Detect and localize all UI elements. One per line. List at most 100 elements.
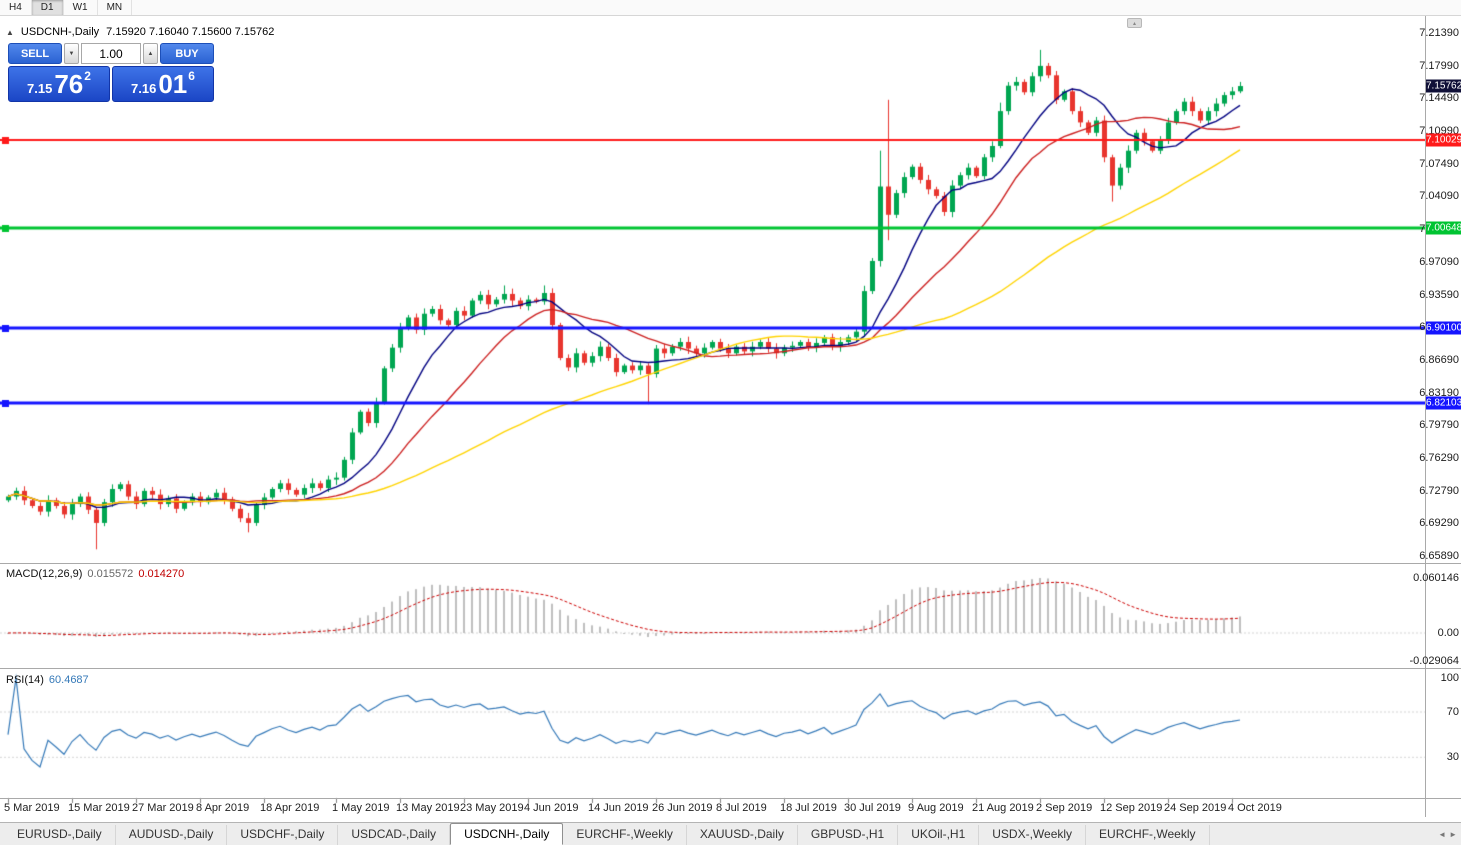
price-axis-label: 7.17990 bbox=[1419, 59, 1459, 72]
sell-price-prefix: 7.15 bbox=[27, 80, 53, 96]
date-label: 18 Apr 2019 bbox=[260, 802, 320, 814]
date-label: 4 Oct 2019 bbox=[1228, 802, 1282, 814]
chart-tab-eurchf-weekly[interactable]: EURCHF-,Weekly bbox=[1086, 825, 1210, 845]
macd-axis-label: -0.029064 bbox=[1409, 655, 1459, 667]
price-axis-label: 6.65890 bbox=[1419, 550, 1459, 562]
date-label: 2 Sep 2019 bbox=[1036, 802, 1093, 814]
trade-prices-row: 7.15 76 2 7.16 01 6 bbox=[8, 66, 214, 102]
price-axis-label: 6.93590 bbox=[1419, 288, 1459, 301]
price-axis-label: 7.21390 bbox=[1419, 27, 1459, 39]
sell-price-display[interactable]: 7.15 76 2 bbox=[8, 66, 110, 102]
price-line-badge: 6.90100 bbox=[1426, 321, 1461, 335]
buy-price-main: 01 bbox=[158, 69, 188, 99]
chart-tab-eurchf-weekly[interactable]: EURCHF-,Weekly bbox=[563, 825, 687, 845]
timeframe-h4[interactable]: H4 bbox=[0, 0, 32, 15]
price-axis-label: 7.04090 bbox=[1419, 190, 1459, 203]
volume-input[interactable] bbox=[81, 43, 141, 64]
sell-button[interactable]: SELL bbox=[8, 43, 62, 64]
price-chart-canvas[interactable] bbox=[0, 0, 1425, 820]
chart-tabs-list: EURUSD-,Daily AUDUSD-,Daily USDCHF-,Daily U… bbox=[0, 823, 1461, 845]
date-label: 15 Mar 2019 bbox=[68, 802, 130, 814]
macd-name: MACD(12,26,9) bbox=[6, 568, 83, 580]
trade-buttons-row: SELL ▼ ▲ BUY bbox=[8, 43, 214, 64]
timeframe-toolbar: H4 D1 W1 MN bbox=[0, 0, 1461, 16]
price-axis-label: 6.69290 bbox=[1419, 517, 1459, 530]
volume-decrease-button[interactable]: ▼ bbox=[64, 43, 79, 64]
buy-button[interactable]: BUY bbox=[160, 43, 214, 64]
chart-tab-usdcad-daily[interactable]: USDCAD-,Daily bbox=[338, 825, 451, 845]
one-click-trading-panel: SELL ▼ ▲ BUY 7.15 76 2 7.16 01 6 bbox=[8, 43, 214, 102]
buy-price-point: 6 bbox=[188, 69, 195, 83]
price-axis-label: 6.86690 bbox=[1419, 353, 1459, 366]
price-axis-label: 7.07490 bbox=[1419, 157, 1459, 170]
buy-price-display[interactable]: 7.16 01 6 bbox=[112, 66, 214, 102]
volume-increase-button[interactable]: ▲ bbox=[143, 43, 158, 64]
price-line-badge: 7.00648 bbox=[1426, 221, 1461, 235]
chart-tab-gbpusd-h1[interactable]: GBPUSD-,H1 bbox=[798, 825, 899, 845]
rsi-axis-label: 30 bbox=[1446, 751, 1459, 764]
chart-tab-eurusd-daily[interactable]: EURUSD-,Daily bbox=[4, 825, 116, 845]
chart-tab-usdchf-daily[interactable]: USDCHF-,Daily bbox=[227, 825, 339, 845]
date-label: 5 Mar 2019 bbox=[4, 802, 60, 814]
chart-tab-usdx-weekly[interactable]: USDX-,Weekly bbox=[979, 825, 1087, 845]
rsi-axis-label: 70 bbox=[1446, 705, 1459, 718]
price-line-badge: 6.82103 bbox=[1426, 396, 1461, 410]
chart-shift-marker-icon[interactable]: ▴ bbox=[1127, 18, 1142, 28]
timeframe-d1[interactable]: D1 bbox=[31, 0, 64, 15]
tab-scroll-left-icon[interactable]: ◄ bbox=[1438, 830, 1447, 839]
date-label: 14 Jun 2019 bbox=[588, 802, 649, 814]
date-label: 24 Sep 2019 bbox=[1164, 802, 1227, 814]
axis-separator bbox=[1425, 16, 1426, 817]
date-label: 26 Jun 2019 bbox=[652, 802, 713, 814]
price-axis-label: 6.72790 bbox=[1419, 484, 1459, 497]
date-label: 8 Jul 2019 bbox=[716, 802, 767, 814]
date-label: 27 Mar 2019 bbox=[132, 802, 194, 814]
macd-axis-label: 0.00 bbox=[1437, 627, 1459, 639]
time-axis: 5 Mar 2019 15 Mar 2019 27 Mar 2019 8 Apr 20… bbox=[0, 800, 1425, 817]
pane-separator-dates bbox=[0, 798, 1461, 799]
sell-price-main: 76 bbox=[54, 69, 84, 99]
rsi-indicator-label: RSI(14) 60.4687 bbox=[6, 674, 89, 686]
chart-legend: ▲ USDCNH-,Daily 7.15920 7.16040 7.15600 … bbox=[6, 26, 274, 38]
macd-signal-value: 0.014270 bbox=[138, 568, 185, 580]
macd-axis-label: 0.060146 bbox=[1413, 572, 1459, 584]
timeframe-w1[interactable]: W1 bbox=[64, 0, 98, 15]
timeframe-mn[interactable]: MN bbox=[98, 0, 133, 15]
price-axis-label: 6.79790 bbox=[1419, 419, 1459, 432]
tab-scroll-right-icon[interactable]: ► bbox=[1449, 830, 1457, 839]
price-axis-label: 6.83190 bbox=[1419, 386, 1459, 399]
price-axis: 7.21390 7.17990 7.14490 7.10990 7.07490 7.040… bbox=[1409, 0, 1461, 820]
date-label: 23 May 2019 bbox=[460, 802, 524, 814]
collapse-arrow-icon[interactable]: ▲ bbox=[6, 27, 14, 37]
rsi-name: RSI(14) bbox=[6, 674, 44, 686]
rsi-value: 60.4687 bbox=[48, 674, 89, 686]
chart-tab-audusd-daily[interactable]: AUDUSD-,Daily bbox=[116, 825, 228, 845]
pane-separator-rsi[interactable] bbox=[0, 668, 1461, 669]
chart-tabs-bar: EURUSD-,Daily AUDUSD-,Daily USDCHF-,Daily U… bbox=[0, 822, 1461, 845]
price-axis-label: 7.14490 bbox=[1419, 92, 1459, 105]
current-price-badge: 7.15762 bbox=[1426, 79, 1461, 93]
date-label: 30 Jul 2019 bbox=[844, 802, 901, 814]
date-label: 13 May 2019 bbox=[396, 802, 460, 814]
pane-separator-macd[interactable] bbox=[0, 563, 1461, 564]
date-label: 8 Apr 2019 bbox=[196, 802, 250, 814]
date-label: 1 May 2019 bbox=[332, 802, 390, 814]
date-label: 21 Aug 2019 bbox=[972, 802, 1034, 814]
chart-tab-xauusd-daily[interactable]: XAUUSD-,Daily bbox=[687, 825, 798, 845]
macd-indicator-label: MACD(12,26,9) 0.015572 0.014270 bbox=[6, 568, 184, 580]
price-axis-label: 6.97090 bbox=[1419, 255, 1459, 268]
buy-price-prefix: 7.16 bbox=[131, 80, 157, 96]
price-line-badge: 7.10029 bbox=[1426, 133, 1461, 147]
chart-tab-usdcnh-daily[interactable]: USDCNH-,Daily bbox=[450, 823, 564, 845]
chart-symbol-label: USDCNH-,Daily bbox=[20, 26, 100, 38]
price-axis-label: 6.76290 bbox=[1419, 451, 1459, 464]
rsi-axis-label: 100 bbox=[1440, 672, 1459, 684]
tab-scroll-controls: ◄ ► bbox=[1438, 830, 1457, 839]
sell-price-point: 2 bbox=[84, 69, 91, 83]
chart-ohlc-values: 7.15920 7.16040 7.15600 7.15762 bbox=[106, 26, 275, 38]
chart-tab-ukoil-h1[interactable]: UKOil-,H1 bbox=[898, 825, 980, 845]
date-label: 18 Jul 2019 bbox=[780, 802, 837, 814]
date-label: 12 Sep 2019 bbox=[1100, 802, 1163, 814]
macd-main-value: 0.015572 bbox=[87, 568, 134, 580]
